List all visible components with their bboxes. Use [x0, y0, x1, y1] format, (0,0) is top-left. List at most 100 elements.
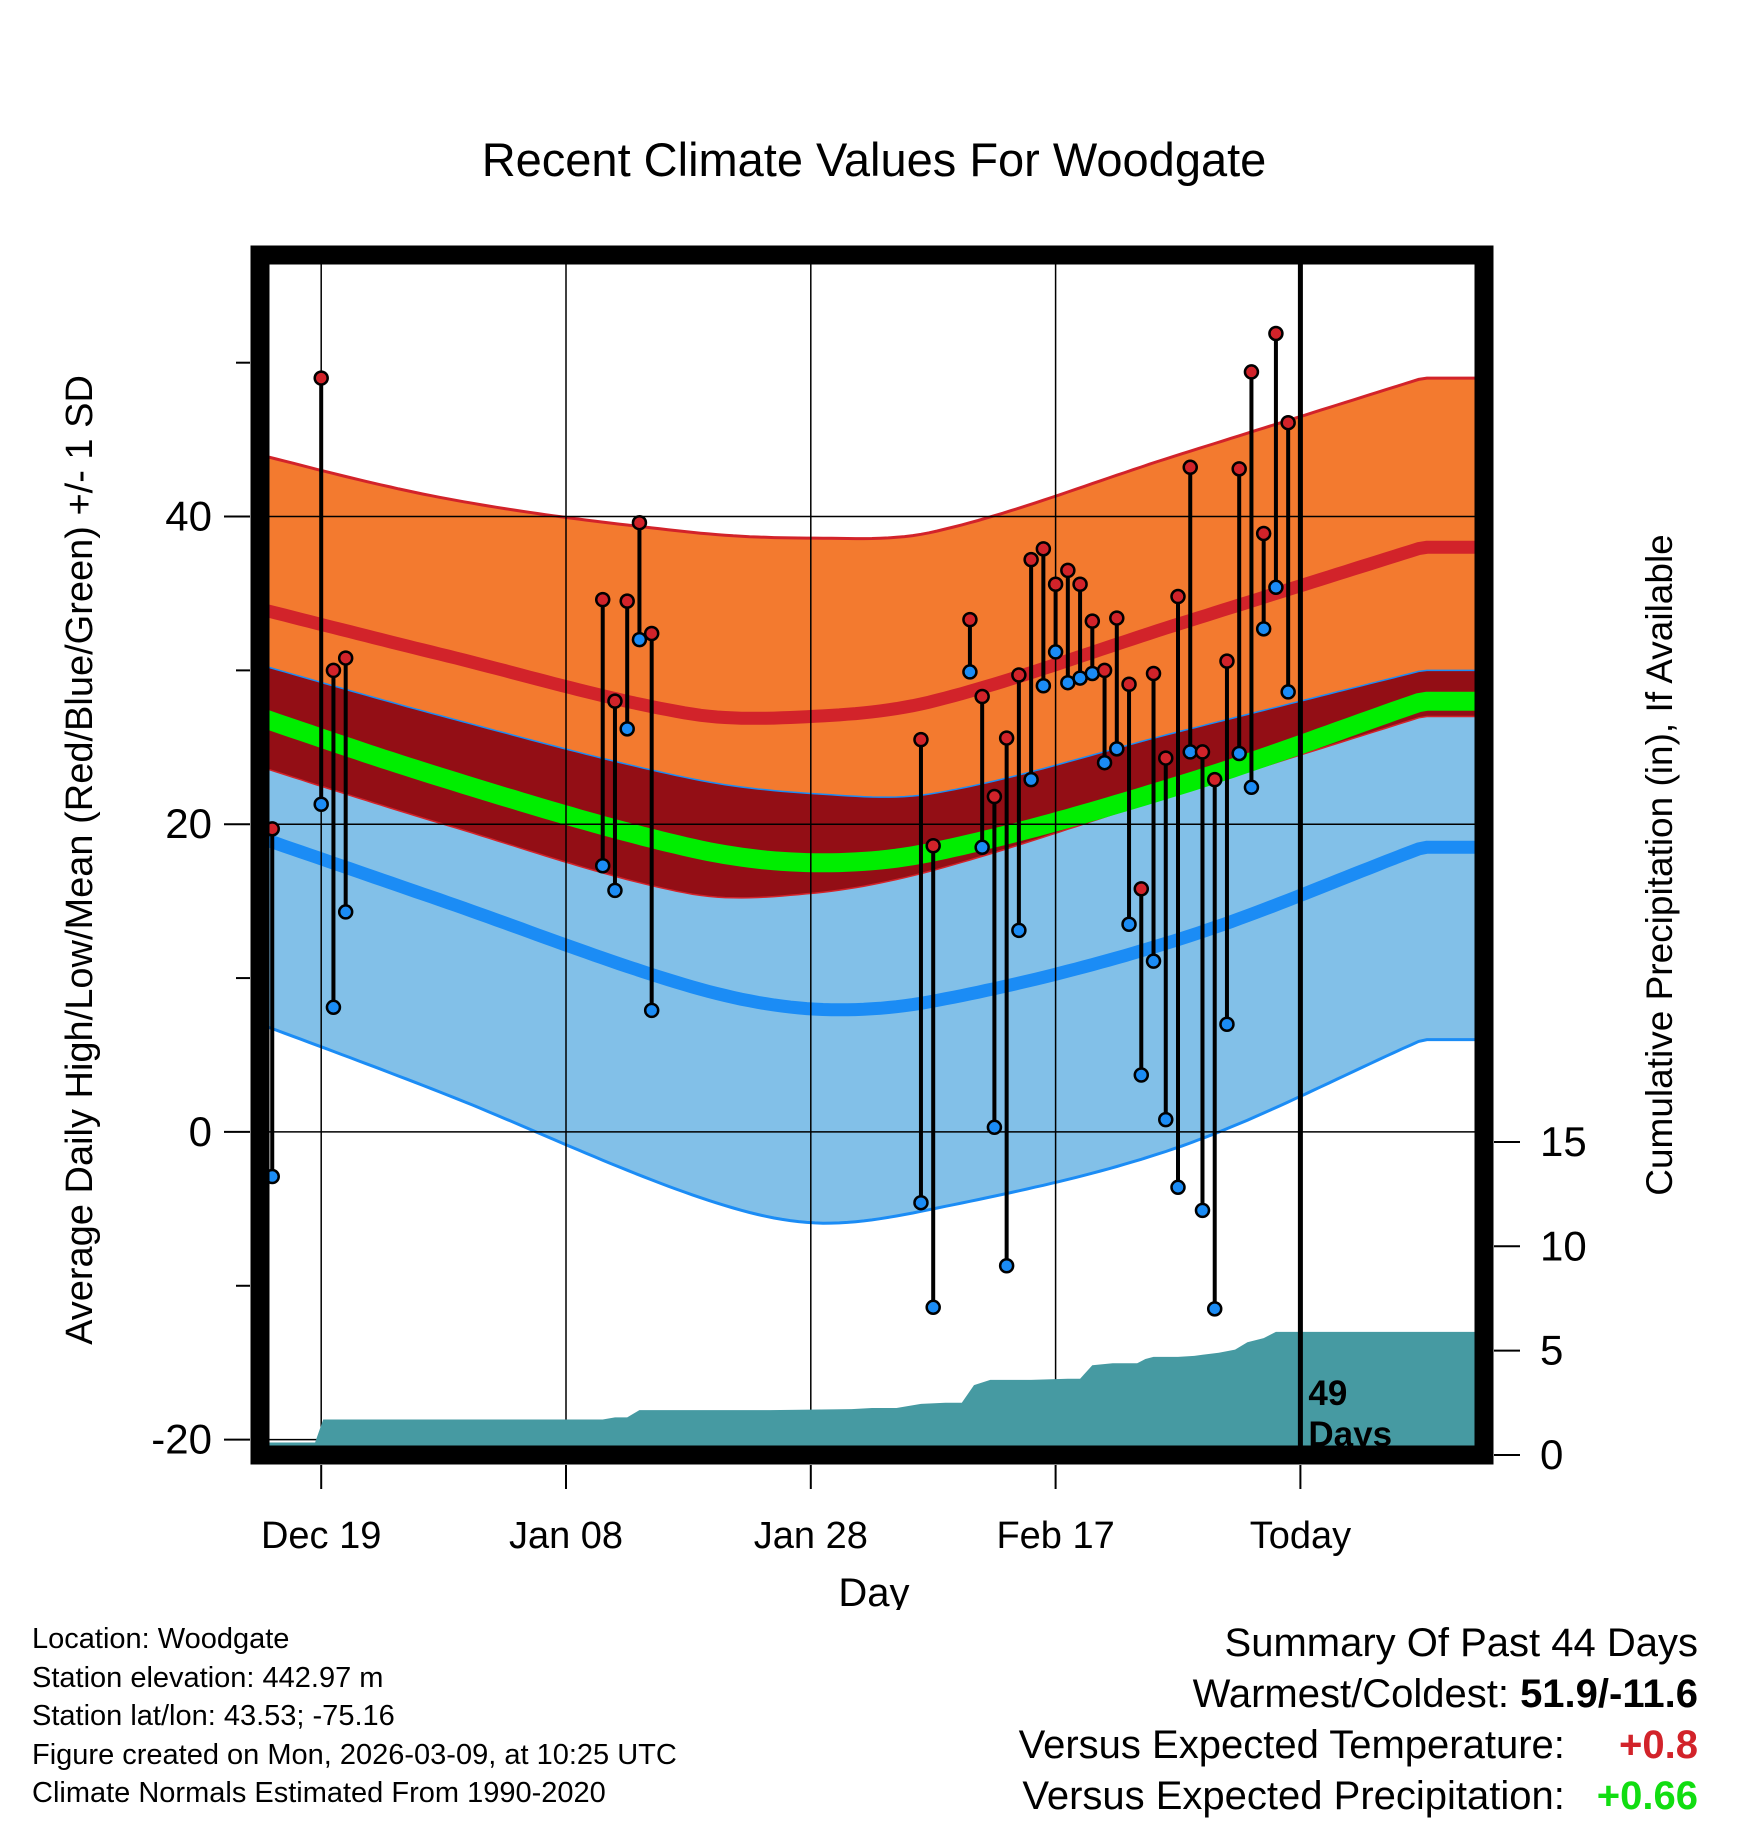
high-sd-lower-edge: [260, 664, 1484, 798]
created-text: Figure created on Mon, 2026-03-09, at 10…: [32, 1738, 677, 1771]
daily-low-point: [1035, 678, 1052, 694]
daily-high-point: [1268, 325, 1284, 342]
y-tick-label: 40: [165, 493, 212, 540]
precip-tick-label: 5: [1540, 1327, 1563, 1374]
daily-low-point: [1170, 1179, 1186, 1196]
daily-high-point: [986, 788, 1003, 805]
daily-high-point: [1121, 676, 1137, 692]
normal-low-line: [260, 831, 1484, 1017]
y-tick-label: 0: [189, 1108, 212, 1155]
daily-high-point: [1072, 576, 1088, 592]
y-axis-right-label: Cumulative Precipitation (in), If Availa…: [1639, 534, 1680, 1196]
daily-low-point: [325, 999, 342, 1016]
daily-high-point: [1084, 613, 1101, 629]
daily-high-point: [1280, 414, 1296, 431]
daily-low-point: [998, 1258, 1015, 1274]
daily-low-point: [1206, 1301, 1223, 1317]
cumulative-precip-area: [260, 1331, 1484, 1455]
daily-low-point: [1158, 1111, 1174, 1128]
daily-low-point: [619, 721, 635, 737]
daily-low-point: [1280, 684, 1296, 700]
daily-low-point: [229, 1141, 242, 1154]
daily-low-point: [1084, 665, 1101, 682]
daily-high-point: [1133, 881, 1150, 897]
warmest-coldest-value: 51.9/-11.6: [1520, 1672, 1698, 1716]
low-sd-lower-edge: [260, 1022, 1484, 1225]
precip-anomaly-value: +0.66: [1596, 1774, 1698, 1818]
daily-low-point: [1194, 1202, 1211, 1219]
daily-high-point: [1145, 665, 1162, 682]
daily-low-point: [1109, 741, 1125, 757]
daily-high-point: [594, 591, 611, 608]
daily-high-point: [913, 731, 929, 748]
temp-anomaly-value: +0.8: [1619, 1723, 1698, 1767]
daily-high-point: [1096, 662, 1113, 679]
daily-high-point: [1170, 588, 1186, 605]
daily-high-point: [205, 641, 218, 654]
station-info: Location: Woodgate Station elevation: 44…: [32, 1620, 677, 1813]
x-tick-label: Jan 08: [509, 1515, 623, 1557]
daily-high-point: [1243, 364, 1260, 380]
daily-high-point: [1182, 459, 1198, 476]
daily-low-point: [1011, 922, 1027, 939]
daily-low-point: [1219, 1016, 1235, 1032]
today-days-number: 49: [1308, 1374, 1347, 1413]
daily-low-point: [643, 1002, 660, 1019]
daily-low-point: [986, 1119, 1003, 1136]
summary-panel: Summary Of Past 44 Days Warmest/Coldest:…: [1019, 1618, 1698, 1822]
daily-high-point: [1060, 562, 1076, 579]
daily-high-point: [1158, 750, 1174, 766]
x-tick-label: Feb 17: [996, 1515, 1114, 1557]
daily-high-point: [962, 611, 978, 628]
daily-low-point: [1121, 916, 1137, 932]
warmest-coldest-row: Warmest/Coldest: 51.9/-11.6: [1019, 1669, 1698, 1720]
daily-high-point: [974, 688, 990, 705]
daily-low-point: [1133, 1067, 1150, 1083]
latlon-text: Station lat/lon: 43.53; -75.16: [32, 1700, 395, 1732]
daily-high-point: [325, 662, 342, 679]
x-tick-label: Today: [1250, 1515, 1351, 1557]
daily-high-point: [313, 370, 329, 386]
daily-high-point: [643, 625, 660, 642]
daily-low-point: [1231, 745, 1247, 762]
x-tick-label: Jan 28: [754, 1515, 868, 1557]
daily-low-point: [594, 858, 611, 874]
daily-high-point: [1219, 653, 1235, 669]
daily-low-point: [1268, 579, 1284, 596]
axes: -20 0 20 40 0 5 10 15 Dec 19 Jan 08 Jan 28 Feb 17 To…: [151, 245, 1587, 1557]
daily-low-point: [337, 904, 354, 920]
precip-tick-label: 0: [1540, 1431, 1563, 1478]
x-tick-label: Dec 19: [261, 1515, 381, 1557]
daily-low-point: [925, 1299, 941, 1316]
x-axis-label: Day: [838, 1571, 909, 1610]
plot-frame: [250, 245, 1494, 1465]
normals-text: Climate Normals Estimated From 1990-2020: [32, 1777, 606, 1809]
precip-tick-label: 15: [1540, 1118, 1587, 1165]
temp-anomaly-row: Versus Expected Temperature: +0.8: [1019, 1720, 1698, 1771]
warmest-coldest-label: Warmest/Coldest:: [1192, 1672, 1509, 1716]
daily-low-point: [631, 631, 648, 648]
daily-high-point: [1206, 771, 1223, 788]
daily-low-point: [313, 796, 329, 812]
daily-low-point: [1145, 953, 1162, 969]
daily-high-point: [1047, 576, 1064, 592]
y-tick-label: 20: [165, 800, 212, 847]
daily-low-point: [1255, 621, 1272, 637]
summary-title: Summary Of Past 44 Days: [1224, 1621, 1698, 1665]
y-tick-label: -20: [151, 1416, 212, 1463]
precip-anomaly-label: Versus Expected Precipitation:: [1022, 1774, 1565, 1818]
daily-low-point: [1096, 754, 1113, 771]
daily-high-point: [229, 749, 242, 762]
precip-tick-label: 10: [1540, 1222, 1587, 1269]
daily-low-point: [974, 839, 990, 856]
high-sd-upper-edge: [260, 376, 1484, 541]
daily-high-point: [337, 650, 354, 666]
daily-low-point: [1023, 771, 1039, 788]
daily-low-point: [962, 664, 978, 680]
daily-low-point: [607, 882, 623, 899]
daily-high-point: [1194, 744, 1211, 760]
daily-high-point: [217, 692, 230, 705]
daily-high-point: [998, 730, 1015, 746]
chart-title: Recent Climate Values For Woodgate: [482, 133, 1267, 186]
